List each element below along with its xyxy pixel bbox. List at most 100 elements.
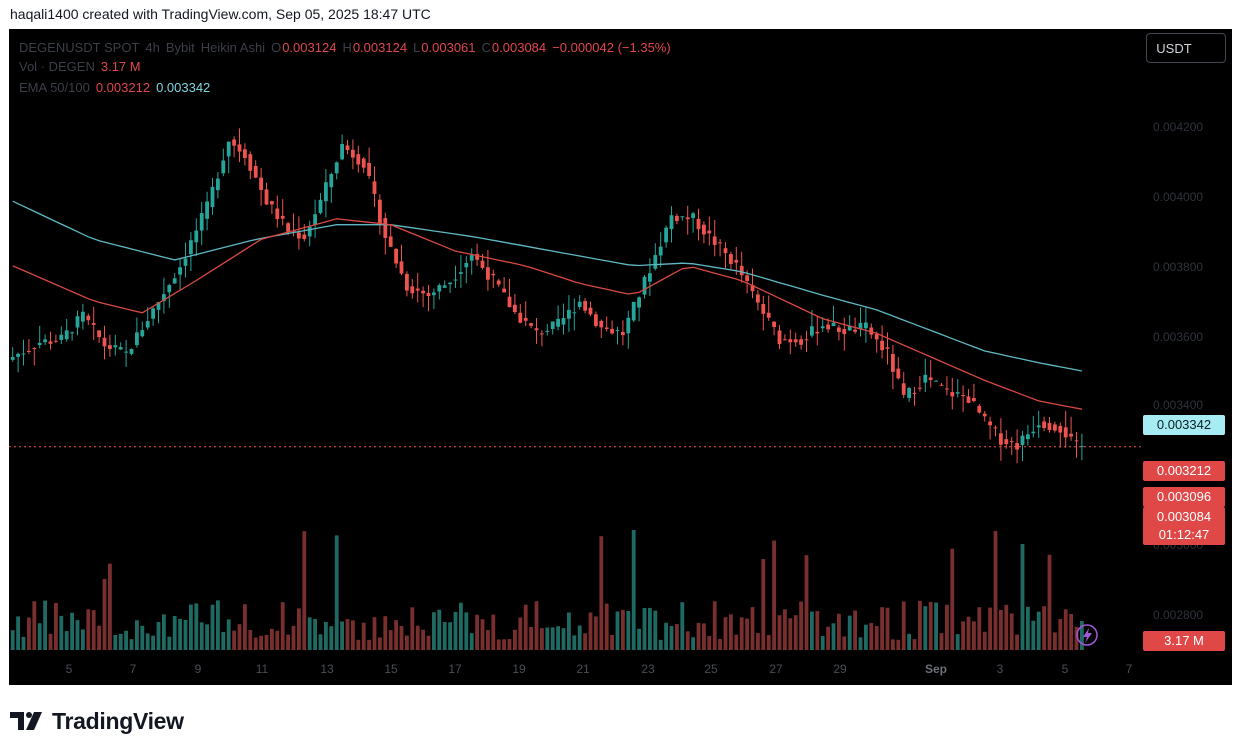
volume-bar [410,607,415,650]
volume-bar [939,633,944,650]
volume-bar [972,621,976,650]
candle-body [561,317,566,325]
candle-body [820,326,825,329]
y-tick-label: 0.004000 [1153,190,1204,204]
volume-bar [226,619,231,650]
volume-bar [64,631,69,650]
volume-bar [901,601,906,650]
volume-bar [318,634,323,650]
volume-label[interactable]: Vol · DEGEN [19,59,95,74]
candle-body [189,240,193,255]
candle-body [588,307,593,315]
candle-body [118,347,123,350]
candle-body [950,392,955,397]
countdown-label: 01:12:47 [1143,525,1225,545]
volume-bar [275,630,280,650]
tradingview-logo[interactable]: TradingView [10,706,184,736]
candle-body [896,368,901,379]
volume-bar [291,625,296,650]
currency-button[interactable]: USDT [1146,33,1226,63]
volume-bar [302,531,307,650]
legend-exchange: Bybit [165,40,195,55]
candle-body [286,223,290,232]
volume-bar [561,628,566,650]
volume-bar [912,639,917,650]
volume-bar [523,604,528,650]
volume-bar [113,634,118,650]
legend-c-label: C [481,40,491,55]
volume-bar [140,625,145,650]
candle-body [955,392,960,394]
candle-body [837,327,841,332]
candle-body [453,279,458,281]
candle-body [567,309,571,319]
ema-label[interactable]: EMA 50/100 [19,80,90,95]
candle-body [723,248,728,254]
candle-body [178,267,182,275]
candle-body [135,332,139,346]
candle-body [788,339,793,343]
candle-body [1020,435,1025,445]
candle-body [1015,443,1019,450]
volume-bar [945,604,949,650]
volume-bar [583,633,587,650]
volume-bar [815,611,820,650]
candle-body [707,230,712,234]
candle-body [648,273,652,282]
volume-bar [378,637,382,650]
chart-panel[interactable]: DEGENUSDT SPOT 4h Bybit Heikin Ashi O0.00312… [9,29,1232,685]
volume-bar [928,601,933,650]
volume-bar [880,607,884,650]
legend-timeframe[interactable]: 4h [145,40,160,55]
candle-body [216,178,220,191]
volume-bar [934,602,938,650]
volume-bar [421,629,425,650]
candle-body [124,351,128,353]
candle-body [621,331,625,336]
volume-bar [102,578,107,650]
volume-bar [415,625,420,650]
volume-bar [891,639,895,650]
candle-body [151,308,155,319]
x-tick-label: 17 [448,662,462,676]
candle-body [653,255,658,269]
candle-body [972,398,976,402]
volume-bar [896,639,901,650]
legend-symbol[interactable]: DEGENUSDT SPOT [19,40,140,55]
x-tick-label: Sep [924,662,948,676]
candle-body [37,342,42,346]
candle-body [205,201,209,219]
candle-body [275,208,280,220]
candle-body [378,199,382,224]
x-tick-label: 19 [512,662,526,676]
volume-bar [567,612,571,650]
volume-bar [675,624,679,650]
candle-body [27,351,31,352]
candle-body [793,339,798,343]
candle-body [847,325,852,331]
volume-bar [10,630,15,650]
volume-bar [135,620,139,650]
volume-bar [486,630,490,650]
candle-body [340,144,344,160]
candle-body [831,322,836,327]
volume-bar [475,614,479,650]
candle-body [523,317,528,321]
candle-body [64,330,69,340]
candle-body [583,301,587,311]
candle-body [923,374,928,383]
candle-body [761,304,766,314]
candle-body [907,388,911,398]
ema100-price-label: 0.003342 [1143,415,1225,435]
volume-bar [777,615,782,650]
volume-bar [1069,614,1073,650]
price-chart[interactable] [9,29,1232,685]
volume-bar [480,619,485,650]
volume-bar [966,616,971,650]
volume-bar [1058,618,1063,650]
volume-bar [550,627,555,650]
volume-bar [405,635,409,650]
volume-bar [81,629,85,650]
candle-body [388,236,393,247]
candle-body [318,199,323,213]
